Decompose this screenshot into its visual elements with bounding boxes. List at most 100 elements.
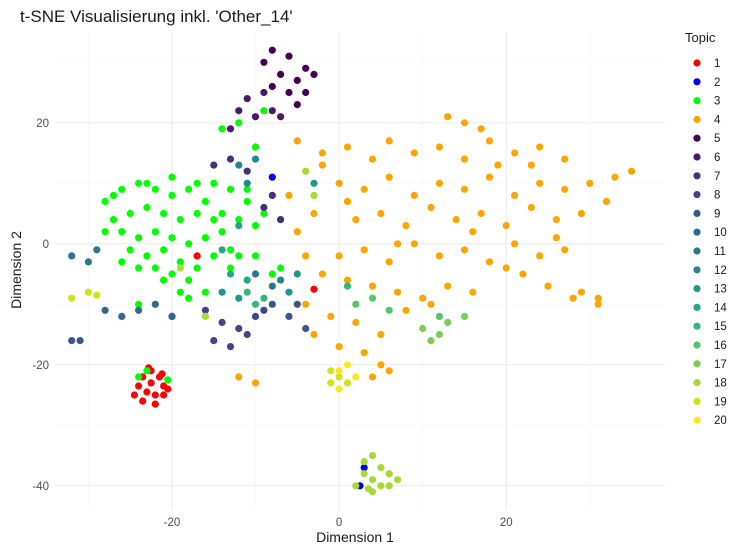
point-topic-19	[343, 379, 352, 387]
x-axis-ticks: -20 0 20	[164, 517, 513, 529]
point-topic-4	[410, 191, 418, 199]
point-topic-4	[485, 137, 494, 145]
point-topic-4	[427, 300, 435, 308]
point-topic-20	[352, 373, 360, 381]
point-topic-3	[164, 376, 172, 384]
point-topic-4	[485, 173, 494, 181]
point-topic-3	[226, 185, 235, 193]
point-topic-1	[147, 379, 155, 387]
point-topic-4	[235, 373, 243, 381]
point-topic-15	[343, 282, 352, 290]
point-topic-20	[343, 361, 352, 369]
y-tick-label: 20	[36, 118, 49, 130]
point-topic-3	[135, 179, 143, 187]
legend-key-7	[693, 172, 701, 180]
point-topic-5	[293, 101, 301, 109]
point-topic-1	[151, 391, 159, 399]
point-topic-4	[460, 119, 469, 127]
point-topic-4	[460, 155, 469, 163]
point-topic-1	[135, 382, 143, 390]
point-topic-5	[268, 82, 276, 91]
legend-label-7: 7	[714, 171, 720, 183]
point-topic-12	[235, 161, 243, 169]
point-topic-4	[302, 300, 310, 308]
legend-label-19: 19	[714, 396, 727, 408]
point-topic-19	[327, 367, 335, 375]
legend-label-1: 1	[714, 58, 720, 70]
y-axis-title: Dimension 2	[8, 231, 24, 309]
legend-label-16: 16	[714, 340, 727, 352]
point-topic-2	[268, 173, 276, 181]
point-topic-9	[268, 300, 276, 308]
point-topic-4	[410, 240, 418, 248]
point-topic-18	[368, 451, 377, 460]
point-topic-3	[168, 173, 176, 181]
point-topic-4	[569, 294, 577, 302]
legend-key-3	[693, 97, 701, 105]
point-topic-6	[277, 113, 285, 121]
point-topic-4	[394, 240, 402, 248]
point-topic-3	[143, 367, 151, 375]
point-topic-4	[527, 203, 535, 212]
point-topic-5	[268, 46, 276, 54]
point-topic-6	[235, 107, 243, 115]
point-topic-7	[226, 155, 235, 163]
point-topic-4	[435, 143, 443, 151]
point-topic-4	[510, 149, 519, 157]
point-topic-7	[260, 203, 268, 212]
point-topic-4	[502, 264, 510, 272]
point-topic-4	[318, 270, 326, 278]
point-topic-6	[268, 107, 276, 115]
point-topic-3	[151, 185, 159, 193]
point-topic-16	[435, 312, 443, 320]
point-topic-4	[460, 185, 469, 193]
point-topic-4	[510, 240, 519, 248]
point-topic-1	[158, 370, 166, 378]
point-topic-4	[352, 216, 360, 224]
legend-label-9: 9	[714, 208, 720, 220]
point-topic-19	[68, 294, 76, 302]
point-topic-4	[594, 294, 602, 302]
point-topic-4	[469, 288, 477, 296]
point-topic-17	[419, 324, 427, 333]
point-topic-9	[302, 324, 310, 333]
point-topic-4	[402, 222, 410, 230]
point-topic-3	[168, 234, 176, 242]
point-topic-14	[218, 246, 226, 254]
point-topic-16	[368, 294, 377, 302]
point-topic-4	[444, 113, 452, 121]
legend-key-14	[693, 303, 701, 311]
point-topic-4	[427, 203, 435, 212]
point-topic-5	[285, 52, 293, 60]
point-topic-3	[126, 209, 134, 218]
point-topic-3	[235, 252, 243, 260]
point-topic-18	[364, 485, 372, 493]
point-topic-18	[302, 167, 310, 175]
point-topic-18	[394, 476, 402, 484]
y-axis-ticks: -40 -20 0 20	[32, 118, 49, 493]
point-topic-3	[218, 125, 226, 133]
point-topic-17	[460, 312, 469, 320]
point-topic-4	[594, 300, 602, 308]
point-topic-3	[118, 228, 126, 236]
point-topic-12	[277, 276, 285, 284]
point-topic-11	[251, 270, 260, 278]
point-topic-4	[335, 252, 343, 260]
point-topic-1	[139, 397, 147, 405]
point-topic-4	[293, 228, 301, 236]
point-topic-4	[561, 246, 569, 254]
point-topic-4	[368, 282, 377, 290]
legend-label-6: 6	[714, 152, 720, 164]
point-topic-3	[268, 270, 276, 278]
point-topic-11	[84, 258, 92, 266]
point-topic-3	[277, 264, 285, 272]
legend-label-2: 2	[714, 77, 720, 89]
point-topic-18	[352, 482, 360, 490]
point-topic-3	[210, 252, 218, 260]
point-topic-3	[193, 209, 201, 218]
point-topic-4	[360, 349, 368, 357]
point-topic-4	[377, 330, 385, 339]
x-tick-label: 0	[336, 517, 342, 529]
point-topic-4	[310, 209, 318, 218]
